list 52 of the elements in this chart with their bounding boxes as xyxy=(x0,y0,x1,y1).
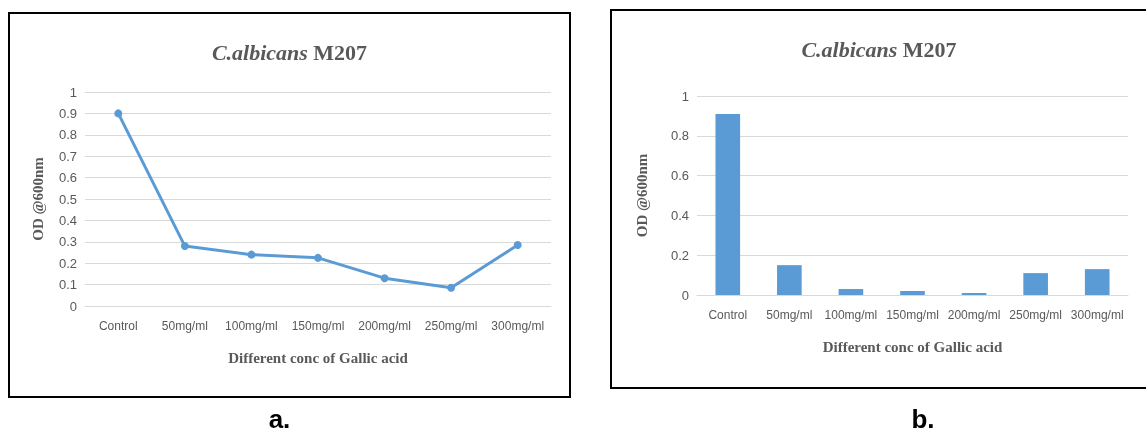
point xyxy=(380,274,389,283)
x-tick-label: 150mg/ml xyxy=(291,319,345,333)
text: b. xyxy=(910,404,936,433)
x-tick-label: 200mg/ml xyxy=(947,308,1001,322)
y-tick-label: 0 xyxy=(681,287,689,303)
point xyxy=(447,283,456,292)
y-tick-label: 0.2 xyxy=(670,247,689,263)
x-tick-label: Control xyxy=(98,319,138,333)
text: a. xyxy=(267,404,292,433)
x-tick-label: 300mg/ml xyxy=(1070,308,1124,322)
bar xyxy=(777,265,802,295)
y-tick-label: 0 xyxy=(69,298,77,314)
y-tick-label: 0.2 xyxy=(58,255,77,271)
x-tick-label: 200mg/ml xyxy=(358,319,411,333)
y-tick-label: 0.8 xyxy=(58,127,77,143)
x-axis-title: Different conc of Gallic acid xyxy=(228,349,409,366)
x-tick-label: 250mg/ml xyxy=(424,319,478,333)
point xyxy=(314,253,322,262)
point xyxy=(513,241,522,250)
x-axis-title: Different conc of Gallic acid xyxy=(822,338,1003,355)
bar xyxy=(838,289,864,295)
y-tick-label: 0.6 xyxy=(670,168,689,184)
y-tick-label: 0.1 xyxy=(58,277,77,293)
x-tick-label: 100mg/ml xyxy=(225,319,278,333)
y-tick-label: 0.4 xyxy=(670,207,689,223)
x-tick-label: 250mg/ml xyxy=(1009,308,1062,322)
y-tick-label: 0.3 xyxy=(58,234,77,250)
x-tick-label: Control xyxy=(708,308,748,322)
point xyxy=(180,242,189,251)
y-tick-label: 1 xyxy=(681,88,689,104)
y-tick-label: 0.9 xyxy=(58,105,77,121)
x-tick-label: 300mg/ml xyxy=(491,319,545,333)
y-tick-label: 0.7 xyxy=(58,148,77,164)
x-tick-label: 50mg/ml xyxy=(766,308,813,322)
bar xyxy=(715,113,741,295)
chart-title: C.albicans M207 xyxy=(801,36,957,62)
y-tick-label: 0.6 xyxy=(58,170,77,186)
x-tick-label: 150mg/ml xyxy=(886,308,939,322)
y-axis-title: OD @600nm xyxy=(633,153,650,238)
y-axis-title: OD @600nm xyxy=(29,156,46,241)
y-tick-label: 0.5 xyxy=(58,191,77,207)
y-tick-label: 0.8 xyxy=(670,128,689,144)
x-tick-label: 100mg/ml xyxy=(824,308,878,322)
bar xyxy=(900,291,925,295)
chart-title: C.albicans M207 xyxy=(211,39,368,65)
x-tick-label: 50mg/ml xyxy=(161,319,208,333)
y-tick-label: 0.4 xyxy=(58,212,77,228)
point xyxy=(114,109,123,118)
bar xyxy=(1084,269,1110,295)
point xyxy=(247,250,256,259)
bar xyxy=(1023,273,1048,295)
y-tick-label: 1 xyxy=(69,84,77,100)
